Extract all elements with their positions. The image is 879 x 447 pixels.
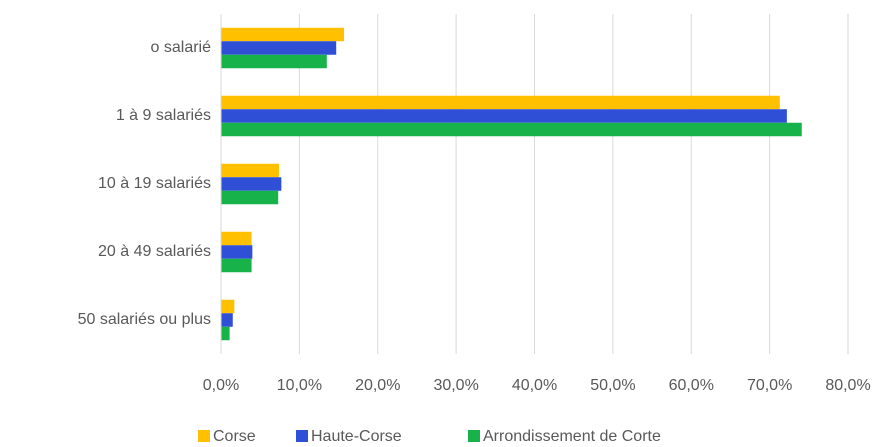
bar xyxy=(221,231,252,246)
legend-swatch xyxy=(296,430,308,442)
y-tick-label: 50 salariés ou plus xyxy=(78,311,211,328)
bar xyxy=(221,109,787,123)
x-tick-label: 50,0% xyxy=(590,377,635,394)
bar xyxy=(221,190,279,205)
bar xyxy=(221,245,253,259)
x-tick-label: 80,0% xyxy=(825,377,870,394)
bar xyxy=(221,177,282,191)
x-tick-label: 20,0% xyxy=(355,377,400,394)
y-tick-label: o salarié xyxy=(151,39,212,56)
bar xyxy=(221,41,337,55)
bar xyxy=(221,54,327,69)
bar xyxy=(221,313,233,327)
x-tick-label: 60,0% xyxy=(669,377,714,394)
legend-label: Corse xyxy=(213,428,256,445)
legend-label: Arrondissement de Corte xyxy=(483,428,661,445)
x-tick-label: 70,0% xyxy=(747,377,792,394)
bar xyxy=(221,299,235,314)
legend-swatch xyxy=(468,430,480,442)
y-tick-label: 10 à 19 salariés xyxy=(98,175,211,192)
bar xyxy=(221,163,279,178)
bar xyxy=(221,258,252,273)
x-tick-label: 10,0% xyxy=(277,377,322,394)
y-tick-label: 1 à 9 salariés xyxy=(116,107,211,124)
bar xyxy=(221,27,345,42)
bar xyxy=(221,326,230,341)
legend-label: Haute-Corse xyxy=(311,428,402,445)
legend-swatch xyxy=(198,430,210,442)
x-tick-label: 40,0% xyxy=(512,377,557,394)
x-tick-label: 30,0% xyxy=(433,377,478,394)
bar xyxy=(221,95,780,110)
x-tick-label: 0,0% xyxy=(203,377,239,394)
y-tick-label: 20 à 49 salariés xyxy=(98,243,211,260)
bar xyxy=(221,122,802,137)
